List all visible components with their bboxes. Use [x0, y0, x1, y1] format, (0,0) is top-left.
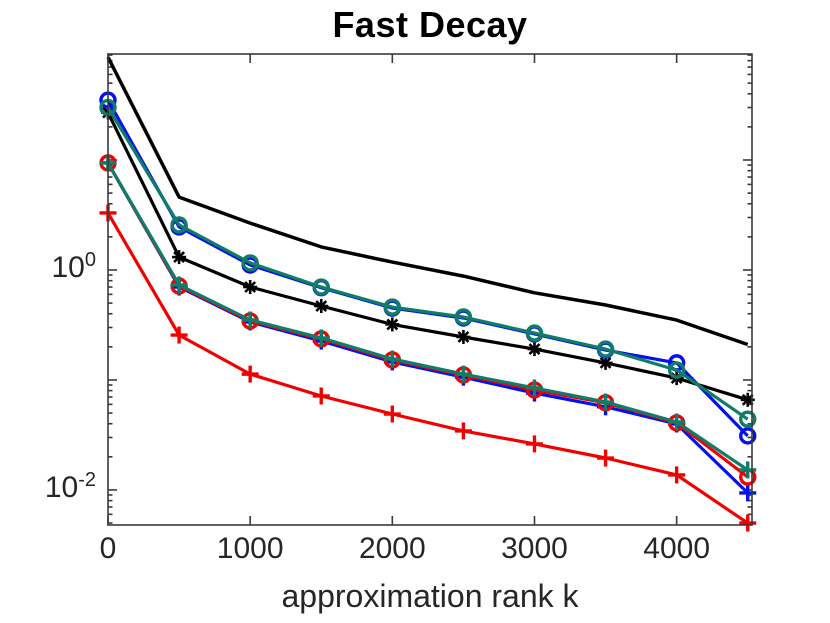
- series-blue-plus: [99, 154, 757, 502]
- x-tick-label: 0: [99, 532, 117, 565]
- chart-title: Fast Decay: [332, 4, 528, 45]
- y-tick-label: 10-2: [44, 469, 96, 505]
- axis-ticks: [107, 54, 752, 525]
- x-tick-label: 2000: [358, 532, 426, 565]
- x-tick-label: 1000: [216, 532, 284, 565]
- series-teal-plus: [99, 154, 757, 479]
- x-axis-label: approximation rank k: [281, 578, 579, 614]
- series-teal-circle: [99, 98, 757, 428]
- x-tick-label: 4000: [643, 532, 711, 565]
- series-black-solid: [106, 56, 749, 347]
- y-tick-label: 100: [51, 249, 97, 285]
- x-tick-label: 3000: [501, 532, 568, 565]
- series-black-asterisk: [101, 105, 755, 407]
- plot-box: [107, 53, 753, 526]
